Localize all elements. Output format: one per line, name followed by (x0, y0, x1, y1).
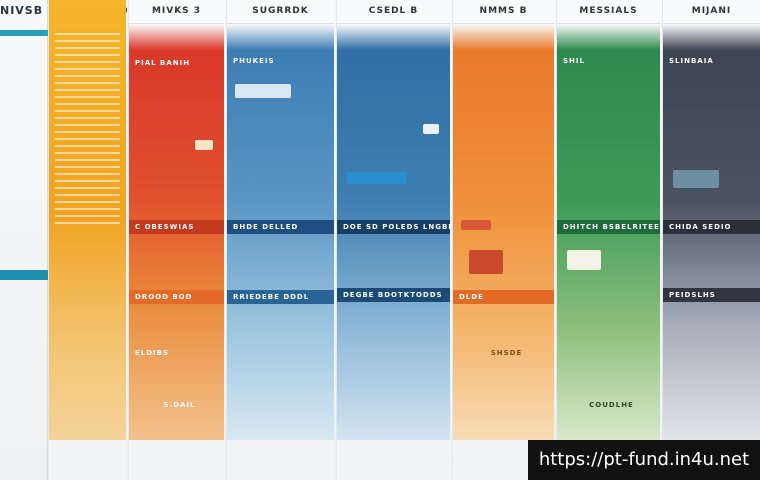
row-label-column (0, 0, 48, 480)
column-band: DROOD BOD (129, 290, 224, 304)
accent-bar (0, 270, 48, 280)
pencil-icon (195, 140, 213, 150)
image-icon (673, 170, 719, 188)
column-yellow (48, 0, 126, 480)
device-icon (347, 172, 407, 184)
column-band: BHDE DELLED (227, 220, 334, 234)
column-caption: MESSIALS (579, 6, 638, 16)
column-band: C OBESWIAS (129, 220, 224, 234)
column-band: DLDE (453, 290, 554, 304)
column-caption: MIVKS 3 (151, 6, 202, 16)
column-band: SHSDE (490, 349, 523, 357)
column-caption: NMMS B (479, 6, 528, 16)
column-2: SUGRRDK PHUKEIS BHDE DELLED RRIEDEBE DDD… (226, 0, 334, 480)
column-band: SLINBAIA (669, 57, 714, 65)
image-icon (567, 250, 601, 270)
watermark-url: https://pt-fund.in4u.net (528, 440, 760, 480)
tag-icon (461, 220, 491, 230)
column-band: ELDIBS (135, 349, 170, 357)
column-4: NMMS B DLDE SHSDE (452, 0, 554, 480)
column-caption: CSEDL B (368, 6, 419, 16)
column-caption: SUGRRDK (252, 6, 309, 16)
image-icon (469, 250, 503, 274)
column-band: DHITCH BSBELRITEE (557, 220, 660, 234)
column-band: PHUKEIS (233, 57, 275, 65)
column-band: S.DAIL (163, 401, 196, 409)
column-band: SHIL (563, 57, 585, 65)
column-band: PEIDSLHS (663, 288, 760, 302)
accent-bar (0, 30, 48, 36)
column-band: PIAL BANIH (135, 59, 191, 67)
column-3: CSEDL B DOE SD POLEDS LNGBE DEGBE BDOTKT… (336, 0, 450, 480)
column-band: CHIDA SEDIO (663, 220, 760, 234)
column-band: RRIEDEBE DDDL (227, 290, 334, 304)
column-band: COUDLHE (589, 401, 634, 409)
column-caption: MIJANI (691, 6, 732, 16)
form-field-icon (235, 84, 291, 98)
column-band: DOE SD POLEDS LNGBE (337, 220, 450, 234)
column-6: MIJANI SLINBAIA CHIDA SEDIO PEIDSLHS (662, 0, 760, 480)
column-5: MESSIALS SHIL DHITCH BSBELRITEE COUDLHE (556, 0, 660, 480)
column-1: MIVKS 3 PIAL BANIH C OBESWIAS DROOD BOD … (128, 0, 224, 480)
pen-icon (423, 124, 439, 134)
column-band: DEGBE BDOTKTODDS (337, 288, 450, 302)
